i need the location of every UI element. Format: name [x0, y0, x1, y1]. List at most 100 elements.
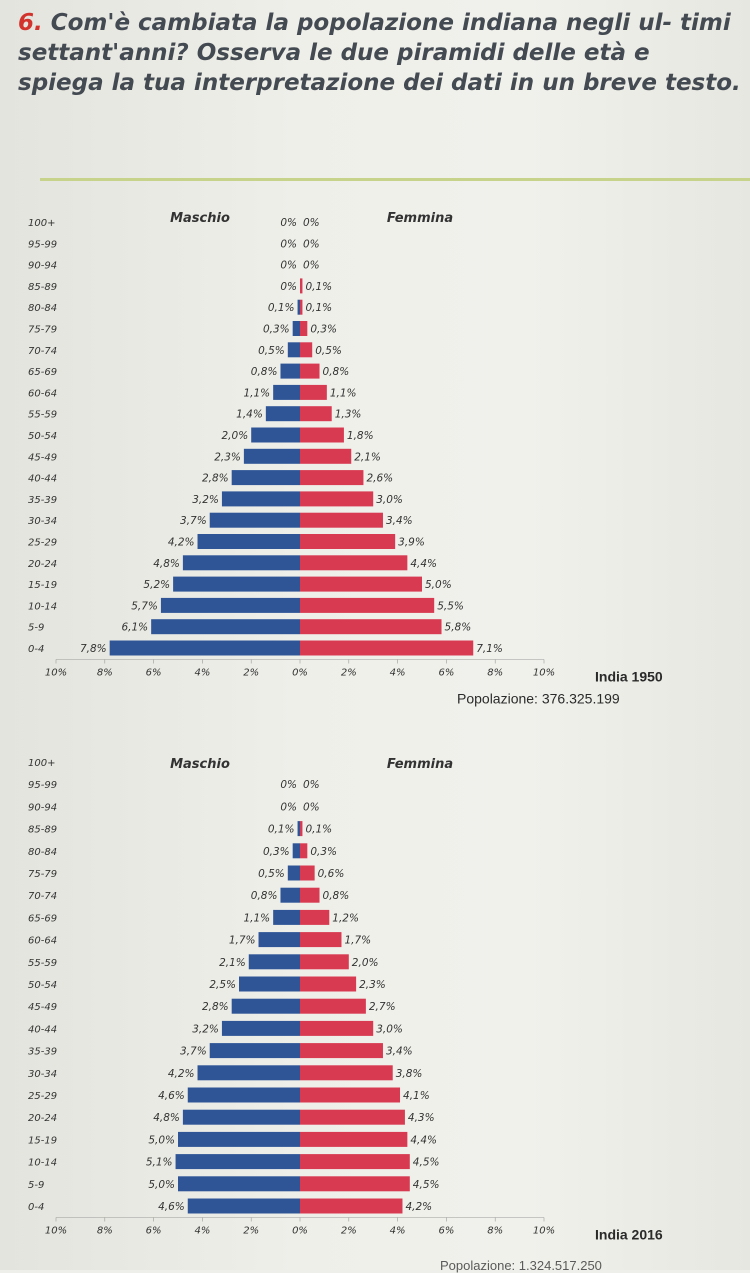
- female-bar: [300, 1065, 393, 1081]
- female-bar: [300, 1176, 410, 1192]
- male-value-label: 3,2%: [192, 1023, 219, 1035]
- male-value-label: 3,2%: [192, 494, 219, 506]
- female-value-label: 4,5%: [413, 1179, 440, 1191]
- age-group-label: 85-89: [28, 825, 57, 836]
- age-group-label: 15-19: [28, 580, 57, 591]
- female-value-label: 0%: [303, 260, 320, 272]
- female-bar: [300, 954, 349, 970]
- female-value-label: 4,4%: [410, 558, 437, 570]
- male-bar: [209, 1043, 300, 1059]
- age-group-label: 10-14: [28, 1158, 57, 1169]
- male-bar: [287, 342, 300, 358]
- male-label: Maschio: [170, 757, 230, 772]
- chart-subtitle: Popolazione: 376.325.199: [457, 691, 620, 707]
- question-text: Com'è cambiata la popolazione indiana ne…: [18, 10, 741, 96]
- age-group-label: 55-59: [28, 410, 57, 421]
- male-bar: [273, 384, 300, 400]
- male-value-label: 4,8%: [153, 1112, 180, 1124]
- male-value-label: 1,4%: [236, 409, 263, 421]
- male-value-label: 2,3%: [214, 451, 241, 463]
- female-bar: [300, 406, 332, 422]
- male-value-label: 4,6%: [158, 1090, 185, 1102]
- male-bar: [265, 406, 300, 422]
- male-bar: [221, 1020, 300, 1036]
- female-bar: [300, 998, 366, 1014]
- male-value-label: 4,8%: [153, 558, 180, 570]
- age-group-label: 35-39: [28, 1047, 57, 1058]
- female-value-label: 0%: [303, 217, 320, 229]
- female-bar: [300, 1109, 405, 1125]
- female-value-label: 0%: [303, 801, 320, 813]
- x-tick-label: 4%: [390, 1226, 406, 1237]
- female-bar: [300, 1087, 401, 1103]
- male-value-label: 0,5%: [258, 868, 285, 880]
- female-value-label: 0,3%: [310, 324, 337, 336]
- male-bar: [287, 865, 300, 881]
- x-tick-label: 6%: [146, 668, 162, 679]
- male-bar: [160, 597, 300, 613]
- male-bar: [248, 954, 300, 970]
- female-label: Femmina: [387, 211, 453, 226]
- female-value-label: 5,5%: [437, 600, 464, 612]
- age-group-label: 70-74: [28, 346, 57, 357]
- age-group-label: 30-34: [28, 1069, 57, 1080]
- female-bar: [300, 299, 303, 315]
- female-value-label: 3,8%: [396, 1068, 423, 1080]
- male-value-label: 2,1%: [219, 957, 246, 969]
- male-value-label: 2,0%: [222, 430, 249, 442]
- age-group-label: 45-49: [28, 452, 57, 463]
- female-bar: [300, 384, 327, 400]
- male-value-label: 4,6%: [158, 1201, 185, 1213]
- male-value-label: 3,7%: [180, 515, 207, 527]
- x-tick-label: 10%: [45, 668, 67, 679]
- x-tick-label: 2%: [341, 1226, 357, 1237]
- x-tick-label: 8%: [97, 1226, 113, 1237]
- female-value-label: 5,8%: [445, 622, 472, 634]
- male-value-label: 2,5%: [209, 979, 236, 991]
- x-tick-label: 8%: [97, 668, 113, 679]
- female-value-label: 1,8%: [347, 430, 374, 442]
- age-group-label: 20-24: [28, 1113, 57, 1124]
- age-group-label: 30-34: [28, 516, 57, 527]
- male-bar: [197, 534, 300, 549]
- age-group-label: 90-94: [28, 261, 57, 272]
- male-value-label: 0%: [280, 281, 297, 293]
- male-value-label: 5,1%: [146, 1157, 173, 1169]
- male-bar: [209, 512, 300, 528]
- female-bar: [300, 342, 313, 358]
- chart-title: India 1950: [595, 669, 663, 685]
- x-tick-label: 2%: [243, 668, 259, 679]
- x-tick-label: 2%: [341, 668, 357, 679]
- female-bar: [300, 1043, 383, 1059]
- age-group-label: 20-24: [28, 559, 57, 570]
- female-value-label: 0%: [303, 779, 320, 791]
- female-value-label: 0%: [303, 238, 320, 250]
- female-value-label: 0,1%: [305, 824, 332, 836]
- male-value-label: 4,2%: [168, 1068, 195, 1080]
- male-value-label: 6,1%: [121, 622, 148, 634]
- x-tick-label: 6%: [438, 1226, 454, 1237]
- female-bar: [300, 909, 330, 925]
- age-group-label: 40-44: [28, 1024, 57, 1035]
- male-value-label: 0,1%: [268, 302, 295, 314]
- female-bar: [300, 597, 435, 613]
- age-group-label: 35-39: [28, 495, 57, 506]
- age-group-label: 40-44: [28, 474, 57, 485]
- female-bar: [300, 619, 442, 635]
- x-tick-label: 4%: [194, 1226, 210, 1237]
- pyramid-chart-2016: Maschio Femmina 100+ 95-99 0% 0% 90-94 0% 0% 85-8…: [28, 757, 663, 1243]
- age-group-label: 75-79: [28, 325, 57, 336]
- age-group-label: 100+: [28, 758, 55, 769]
- male-value-label: 2,8%: [202, 1001, 229, 1013]
- chart-title: India 2016: [595, 1227, 663, 1243]
- female-value-label: 0,1%: [305, 302, 332, 314]
- age-group-label: 60-64: [28, 936, 57, 947]
- age-group-label: 45-49: [28, 1002, 57, 1013]
- male-value-label: 1,1%: [243, 387, 270, 399]
- female-bar: [300, 976, 357, 992]
- age-group-label: 95-99: [28, 239, 57, 250]
- x-tick-label: 6%: [146, 1226, 162, 1237]
- age-group-label: 15-19: [28, 1135, 57, 1146]
- x-tick-label: 10%: [533, 1226, 555, 1237]
- male-bar: [109, 640, 301, 656]
